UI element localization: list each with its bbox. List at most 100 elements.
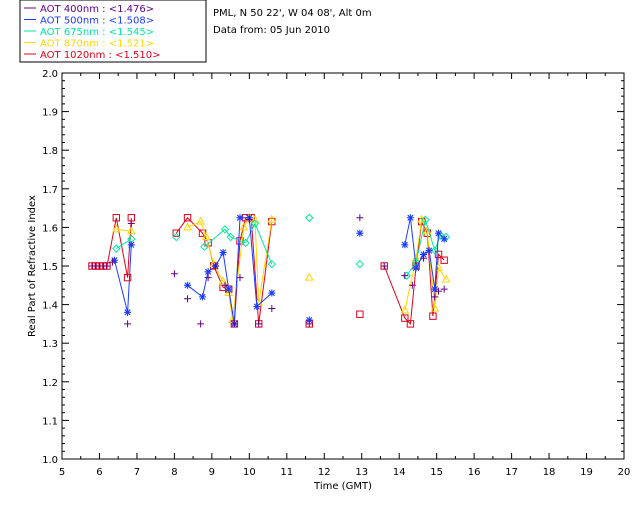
data-point xyxy=(201,231,211,241)
x-tick-label: 10 xyxy=(243,467,256,478)
series-0 xyxy=(88,214,448,328)
axis-tick-labels: 5 6 7 8 9 10 11 12 13 14 15 16 17 18 19 20 1.0 1.1 1.2 1.3 1… xyxy=(42,69,630,478)
x-tick-label: 7 xyxy=(134,467,140,478)
data-point xyxy=(212,262,220,270)
x-tick-label: 12 xyxy=(318,467,331,478)
data-point xyxy=(440,256,448,264)
data-point xyxy=(267,259,277,269)
y-tick-label: 1.3 xyxy=(42,339,58,350)
data-point xyxy=(124,320,132,328)
x-tick-label: 9 xyxy=(209,467,215,478)
data-point xyxy=(200,242,209,251)
data-point xyxy=(204,274,212,282)
data-point xyxy=(184,281,192,289)
data-point xyxy=(218,276,228,285)
data-point xyxy=(429,312,437,320)
y-tick-label: 1.7 xyxy=(42,185,58,196)
data-point xyxy=(184,295,192,303)
x-tick-label: 18 xyxy=(543,467,556,478)
data-point xyxy=(421,215,430,224)
x-tick-label: 13 xyxy=(355,467,368,478)
legend-entry: AOT 675nm : <1.545> xyxy=(40,27,154,38)
data-point xyxy=(408,281,416,289)
data-point xyxy=(440,235,448,243)
data-point xyxy=(412,264,420,272)
legend-box xyxy=(19,0,207,63)
data-point xyxy=(221,281,229,289)
data-point xyxy=(236,214,244,222)
legend-entry: AOT 500nm : <1.508> xyxy=(40,16,154,27)
y-tick-label: 2.0 xyxy=(42,69,58,80)
y-tick-label: 1.0 xyxy=(42,455,58,466)
data-point xyxy=(110,256,118,264)
data-point xyxy=(355,259,365,269)
data-point xyxy=(441,274,451,283)
data-point xyxy=(406,320,415,328)
data-point xyxy=(406,214,414,222)
legend: AOT 400nm : <1.476>AOT 500nm : <1.508>AO… xyxy=(24,4,160,61)
y-tick-label: 1.2 xyxy=(42,378,58,389)
data-point xyxy=(230,320,238,328)
data-point xyxy=(401,314,409,322)
data-point xyxy=(435,229,443,237)
series-2 xyxy=(112,213,451,280)
series-line xyxy=(92,217,132,278)
series-3 xyxy=(111,212,451,324)
data-point xyxy=(417,214,427,223)
data-point xyxy=(425,247,433,255)
data-point xyxy=(112,214,121,222)
series-1 xyxy=(110,214,448,328)
x-tick-label: 5 xyxy=(59,467,65,478)
x-tick-label: 20 xyxy=(618,467,631,478)
y-axis-title: Real Part of Refractive Index xyxy=(27,195,38,337)
data-point xyxy=(434,250,443,259)
x-tick-label: 15 xyxy=(430,467,443,478)
data-point xyxy=(124,308,132,316)
data-point xyxy=(111,224,121,233)
data-point xyxy=(267,214,277,223)
y-tick-label: 1.1 xyxy=(42,416,58,427)
legend-entry: AOT 400nm : <1.476> xyxy=(40,4,154,15)
data-point xyxy=(305,213,314,222)
data-point xyxy=(380,262,388,270)
data-point xyxy=(401,241,409,249)
x-tick-label: 17 xyxy=(505,467,518,478)
data-point xyxy=(400,305,410,314)
x-tick-label: 11 xyxy=(280,467,293,478)
x-axis-title: Time (GMT) xyxy=(313,481,372,492)
data-point xyxy=(236,237,244,245)
x-tick-label: 19 xyxy=(580,467,593,478)
data-point xyxy=(112,244,121,253)
location-text: PML, N 50 22', W 04 08', Alt 0m xyxy=(213,8,372,19)
data-point xyxy=(435,287,443,295)
y-tick-label: 1.5 xyxy=(42,262,58,273)
series-line xyxy=(204,222,273,265)
data-point xyxy=(239,222,249,231)
data-point xyxy=(420,250,428,258)
data-point xyxy=(440,285,448,293)
y-tick-label: 1.8 xyxy=(42,146,58,157)
data-point xyxy=(199,293,206,301)
legend-entry: AOT 870nm : <1.521> xyxy=(40,39,154,50)
data-point xyxy=(109,258,117,266)
data-point xyxy=(253,303,261,311)
series-4 xyxy=(88,214,448,328)
data-point xyxy=(255,320,263,328)
data-point xyxy=(305,316,313,324)
data-point xyxy=(268,289,276,297)
data-point xyxy=(305,320,313,328)
data-point xyxy=(103,262,111,270)
data-point xyxy=(431,285,439,293)
data-point xyxy=(183,222,192,231)
data-point xyxy=(170,270,178,278)
series-line xyxy=(383,219,445,326)
data-point xyxy=(245,216,253,224)
data-point xyxy=(356,310,364,318)
x-tick-label: 8 xyxy=(171,467,177,478)
data-point xyxy=(356,214,364,222)
data-point xyxy=(219,248,227,256)
data-point xyxy=(172,232,181,242)
data-point xyxy=(268,304,276,312)
legend-entry: AOT 1020nm : <1.510> xyxy=(40,50,160,61)
